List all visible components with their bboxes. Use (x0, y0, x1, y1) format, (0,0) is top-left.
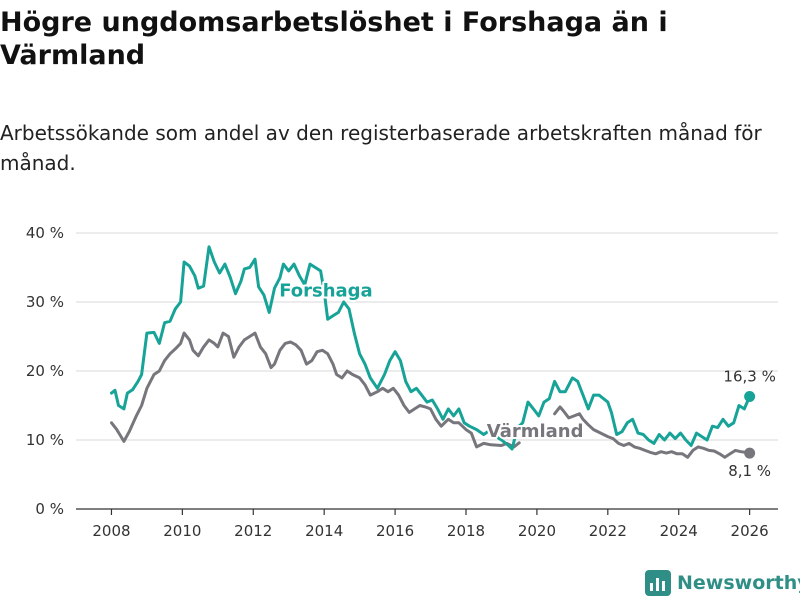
axes: 0 % 10 % 20 % 30 % 40 % 2008 2010 2012 2014 2016 2… (26, 224, 778, 540)
x-tick-label: 2018 (447, 522, 485, 540)
chart-subtitle: Arbetssökande som andel av den registerb… (0, 121, 762, 175)
varmland-end-point (744, 447, 756, 459)
forshaga-end-label: 16,3 % (723, 368, 775, 386)
x-tick-label: 2022 (589, 522, 627, 540)
x-tick-label: 2020 (518, 522, 556, 540)
brand-name: Newsworthy (677, 572, 800, 594)
x-tick-label: 2026 (731, 522, 769, 540)
annotations: 16,3 % 8,1 % Forshaga Värmland (277, 278, 776, 480)
y-tick-label: 40 % (26, 224, 64, 242)
x-tick-label: 2016 (376, 522, 414, 540)
x-tick-label: 2024 (660, 522, 698, 540)
bar-chart-icon (645, 570, 671, 596)
y-tick-label: 10 % (26, 431, 64, 449)
x-tick-label: 2014 (305, 522, 343, 540)
x-tick-label: 2010 (163, 522, 201, 540)
varmland-series-label: Värmland (487, 421, 584, 442)
series-lines (110, 245, 756, 459)
forshaga-series-label: Forshaga (279, 280, 373, 301)
varmland-line (110, 331, 752, 459)
x-tick-label: 2012 (234, 522, 272, 540)
line-chart: 0 % 10 % 20 % 30 % 40 % 2008 2010 2012 2014 2016 2… (26, 224, 778, 540)
y-tick-label: 30 % (26, 293, 64, 311)
varmland-end-label: 8,1 % (728, 462, 771, 480)
gridlines (76, 232, 778, 510)
y-tick-label: 20 % (26, 362, 64, 380)
y-tick-label: 0 % (35, 500, 64, 518)
forshaga-end-point (744, 391, 756, 403)
forshaga-line (110, 245, 752, 451)
newsworthy-logo: Newsworthy (645, 568, 800, 598)
chart-title: Högre ungdomsarbetslöshet i Forshaga än … (0, 7, 668, 71)
x-tick-label: 2008 (92, 522, 130, 540)
